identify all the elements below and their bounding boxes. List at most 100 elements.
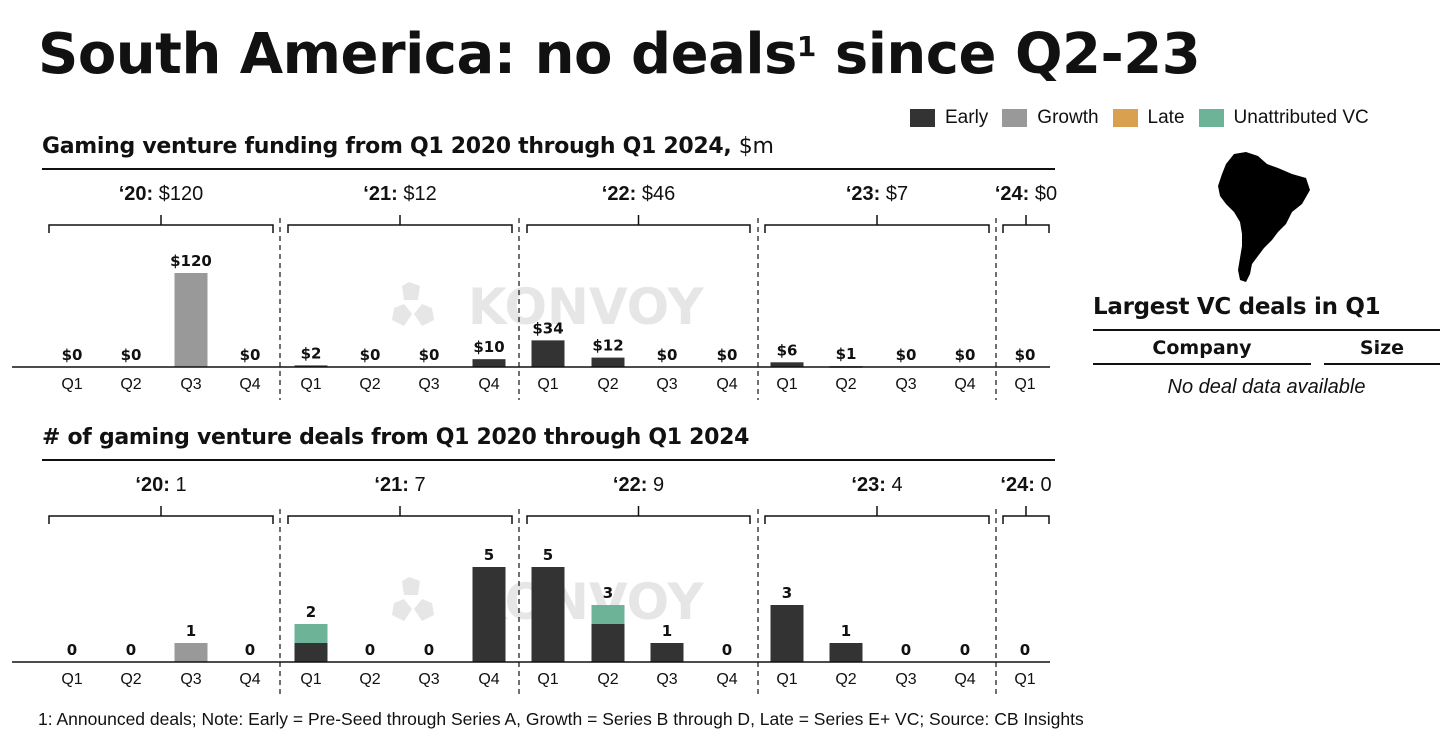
x-tick-label: Q2	[835, 671, 856, 688]
year-bracket	[764, 506, 990, 524]
bar-value-label: 1	[662, 622, 672, 640]
bar-value-label: 1	[841, 622, 851, 640]
watermark-logo-shape	[402, 577, 420, 595]
bar-value-label: 5	[484, 546, 494, 564]
x-tick-label: Q2	[597, 671, 618, 688]
size-column-rule	[1324, 363, 1440, 365]
x-tick-label: Q1	[300, 671, 321, 688]
title-text: South America: no deals	[38, 22, 797, 87]
south-america-map-icon	[1218, 152, 1310, 282]
bar-value-label: $10	[473, 338, 504, 356]
bar-segment-early	[531, 567, 565, 662]
year-total-label: ‘23: $7	[846, 183, 908, 205]
x-tick-label: Q3	[895, 671, 916, 688]
x-tick-label: Q4	[716, 671, 737, 688]
year-bracket	[287, 215, 513, 233]
x-tick-label: Q1	[1014, 376, 1035, 393]
funding-chart: KONVOY ‘20: $120 ‘21: $12 ‘22: $46 ‘23: $7 ‘2…	[12, 183, 1057, 400]
bar-value-label: $2	[301, 344, 322, 362]
legend-item-unattributed: Unattributed VC	[1198, 107, 1369, 129]
year-total-label: ‘20: $120	[119, 183, 204, 205]
bar-value-label: $0	[717, 346, 738, 364]
year-total-label: ‘22: 9	[613, 474, 664, 496]
bar-value-label: 0	[901, 641, 911, 659]
page-title: South America: no deals1 since Q2-23	[38, 22, 1201, 87]
year-total-label: ‘22: $46	[602, 183, 675, 205]
konvoy-watermark: KONVOY	[392, 278, 704, 336]
bar-value-label: 0	[67, 641, 77, 659]
bar-segment-early	[770, 362, 804, 367]
bar-segment-early	[770, 605, 804, 662]
bar-value-label: $0	[240, 346, 261, 364]
watermark-text: KONVOY	[468, 278, 704, 336]
bar-segment-early	[650, 643, 684, 662]
legend-swatch-growth	[1002, 109, 1028, 127]
bar-value-label: 2	[306, 603, 316, 621]
bar-value-label: 1	[186, 622, 196, 640]
bar-value-label: 0	[722, 641, 732, 659]
x-tick-label: Q3	[656, 376, 677, 393]
year-total-label: ‘24: $0	[995, 183, 1057, 205]
bar-value-label: 0	[424, 641, 434, 659]
x-tick-label: Q2	[120, 376, 141, 393]
bar-segment-early	[472, 567, 506, 662]
watermark-logo-shape	[414, 304, 434, 326]
bar-segment-growth	[174, 643, 208, 662]
bar-value-label: $0	[419, 346, 440, 364]
year-bracket	[764, 215, 990, 233]
x-tick-label: Q2	[597, 376, 618, 393]
x-tick-label: Q2	[120, 671, 141, 688]
title-footnote-marker: 1	[796, 30, 816, 63]
title-text-rest: since Q2-23	[815, 22, 1201, 87]
deals-chart-rule	[42, 459, 1055, 461]
bar-value-label: $0	[1015, 346, 1036, 364]
bar-value-label: 3	[603, 584, 613, 602]
konvoy-watermark: KONVOY	[392, 573, 704, 631]
x-tick-label: Q2	[835, 376, 856, 393]
x-tick-label: Q1	[537, 671, 558, 688]
x-tick-label: Q4	[954, 671, 975, 688]
watermark-logo-shape	[392, 599, 412, 621]
bar-value-label: $34	[532, 319, 563, 337]
year-bracket	[48, 506, 274, 524]
x-tick-label: Q3	[895, 376, 916, 393]
legend-label: Unattributed VC	[1233, 107, 1369, 128]
x-tick-label: Q4	[239, 376, 260, 393]
x-tick-label: Q4	[478, 671, 499, 688]
x-tick-label: Q1	[61, 671, 82, 688]
bar-value-label: 0	[1020, 641, 1030, 659]
legend-item-growth: Growth	[1002, 107, 1099, 129]
year-total-label: ‘20: 1	[135, 474, 186, 496]
x-tick-label: Q3	[656, 671, 677, 688]
x-tick-label: Q2	[359, 671, 380, 688]
x-tick-label: Q2	[359, 376, 380, 393]
funding-chart-unit: $m	[738, 134, 774, 159]
x-tick-label: Q1	[1014, 671, 1035, 688]
watermark-logo-shape	[392, 304, 412, 326]
watermark-logo-shape	[402, 282, 420, 300]
deals-chart-title: # of gaming venture deals from Q1 2020 t…	[42, 425, 749, 450]
funding-chart-rule	[42, 168, 1055, 170]
bar-segment-early	[294, 643, 328, 662]
x-tick-label: Q4	[954, 376, 975, 393]
footnote: 1: Announced deals; Note: Early = Pre-Se…	[38, 709, 1084, 729]
year-bracket	[526, 215, 751, 233]
legend-swatch-unattributed	[1198, 109, 1224, 127]
bar-segment-unattributed-vc	[591, 605, 625, 624]
watermark-logo-shape	[414, 599, 434, 621]
x-tick-label: Q3	[418, 671, 439, 688]
deals-chart-title-text: # of gaming venture deals from Q1 2020 t…	[42, 425, 750, 450]
funding-chart-title: Gaming venture funding from Q1 2020 thro…	[42, 134, 774, 159]
no-deal-data-message: No deal data available	[1167, 376, 1366, 398]
funding-chart-title-text: Gaming venture funding from Q1 2020 thro…	[42, 134, 732, 159]
legend: Early Growth Late Unattributed VC	[910, 107, 1383, 129]
legend-item-early: Early	[910, 107, 988, 129]
x-tick-label: Q1	[61, 376, 82, 393]
bar-value-label: 0	[960, 641, 970, 659]
column-header-company: Company	[1152, 337, 1252, 359]
bar-value-label: $0	[121, 346, 142, 364]
x-tick-label: Q1	[537, 376, 558, 393]
year-bracket	[1002, 506, 1050, 524]
year-total-label: ‘24: 0	[1000, 474, 1051, 496]
bar-value-label: 3	[782, 584, 792, 602]
